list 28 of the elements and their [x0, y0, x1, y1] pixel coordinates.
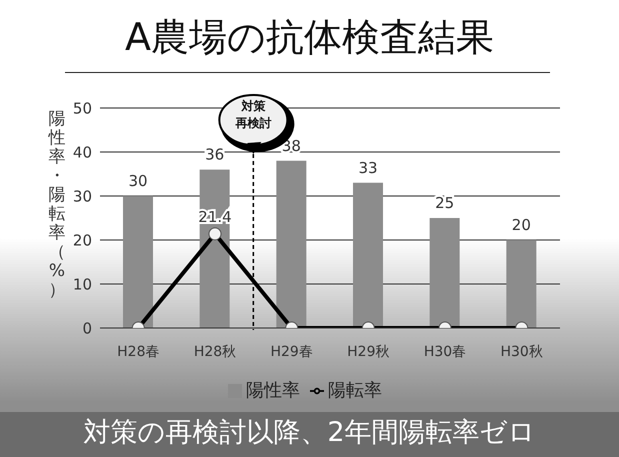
y-tick-label: 20: [72, 231, 92, 250]
bar: [506, 240, 536, 328]
x-tick-label: H29春: [270, 344, 313, 360]
bar: [123, 196, 153, 328]
bar: [276, 160, 306, 328]
legend-label: 陽性率: [246, 380, 300, 401]
x-tick-label: H29秋: [347, 344, 390, 360]
y-tick-label: 40: [72, 143, 92, 162]
bar: [200, 170, 230, 328]
y-tick-label: 50: [72, 99, 92, 118]
data-label: 30: [128, 172, 148, 190]
data-label: 20: [512, 216, 531, 234]
y-tick-label: 0: [82, 319, 92, 338]
data-label: 25: [435, 194, 454, 212]
data-label: 33: [358, 158, 378, 177]
y-tick-label: 10: [72, 275, 92, 294]
bar: [353, 182, 383, 328]
text: 対策の再検討以降、2年間陽転率ゼロ: [83, 417, 536, 448]
annotation: 対策再検討: [234, 99, 272, 130]
chart-title: A農場の抗体検査結果: [124, 14, 495, 61]
legend-label: 陽転率: [328, 380, 382, 401]
x-tick-label: H30秋: [500, 344, 543, 360]
bar: [430, 218, 460, 328]
x-tick-label: H28秋: [194, 344, 236, 360]
text: 陽性率・陽転率（%）: [48, 109, 66, 300]
y-tick-label: 30: [72, 187, 92, 206]
x-tick-label: H30春: [424, 344, 466, 360]
x-tick-label: H28春: [117, 344, 160, 360]
